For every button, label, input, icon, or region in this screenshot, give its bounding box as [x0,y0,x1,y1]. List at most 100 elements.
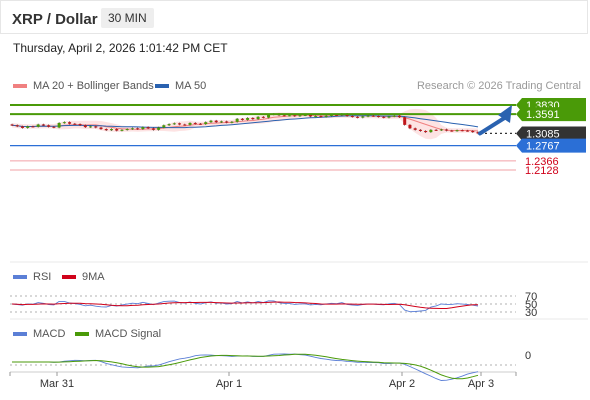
candle-body [99,127,103,130]
candle-body [83,125,87,128]
candle-body [62,122,66,124]
legend-rsi: RSI [13,271,51,283]
candle-body [387,116,391,118]
candle-body [377,116,381,118]
candle-body [267,114,271,118]
ma20-swatch [13,84,27,88]
candle-body [230,121,234,123]
macd-zero-label: 0 [525,350,531,362]
candle-body [57,122,61,128]
candle-body [193,122,197,124]
legend-rsi-label: RSI [33,271,52,283]
legend-ma9-label: 9MA [82,271,105,283]
x-tick-label: Mar 31 [40,378,74,390]
rsi-swatch [13,275,27,279]
candle-body [125,129,129,131]
candle-body [466,130,470,132]
candle-body [392,115,396,117]
candle-body [10,124,14,126]
candle-body [31,126,35,128]
legend-macd-label: MACD [33,328,66,340]
candle-body [240,118,244,120]
candle-body [324,115,328,117]
candle-body [335,114,339,116]
candle-body [120,129,124,131]
candle-body [408,124,412,129]
candle-body [282,115,286,117]
chart-header: XRP / Dollar 30 MIN [0,0,588,34]
candle-body [361,116,365,118]
candle-body [20,126,24,128]
timestamp: Thursday, April 2, 2026 1:01:42 PM CET [13,41,228,55]
legend-ma50-label: MA 50 [175,80,207,92]
candle-body [439,129,443,131]
candle-body [476,132,480,134]
candle-body [151,128,155,130]
legend-macd-signal: MACD Signal [75,328,161,340]
candle-body [68,122,72,124]
candle-body [41,124,45,126]
rsi-level-label: 30 [525,307,537,319]
candle-body [178,123,182,125]
candle-body [47,125,51,127]
price-level-label: 1.2128 [525,165,559,177]
candle-body [198,123,202,125]
candle-body [298,115,302,117]
candle-body [183,124,187,126]
candle-body [366,115,370,117]
candle-body [130,128,134,130]
candle-body [235,118,239,122]
x-tick-label: Apr 2 [389,378,415,390]
rsi-ma9-line [11,301,479,309]
legend-macd: MACD [13,328,65,340]
candle-body [424,130,428,133]
candle-body [188,122,192,125]
candle-body [455,130,459,132]
candle-body [445,129,449,131]
legend-ma20: MA 20 + Bollinger Bands [13,80,154,92]
rsi-level-label: 50 [525,299,537,311]
timeframe-badge[interactable]: 30 MIN [101,8,154,28]
candle-body [319,116,323,118]
candle-body [308,114,312,117]
price-level-label: 1.2366 [525,156,559,168]
legend-ma20-label: MA 20 + Bollinger Bands [33,80,154,92]
candle-body [413,128,417,130]
price-tag [516,107,586,122]
candle-body [293,115,297,117]
forecast-arrow-head [498,105,512,123]
candle-body [397,115,401,118]
candle-body [418,129,422,131]
candle-body [104,129,108,131]
candle-body [382,116,386,118]
candle-body [219,121,223,123]
macd-signal-line [12,353,479,380]
credit-text: Research © 2026 Trading Central [416,80,581,92]
candle-body [214,120,218,123]
candle-body [115,129,119,131]
candle-body [356,116,360,118]
candle-body [136,128,140,130]
rsi-level-label: 70 [525,291,537,303]
candle-body [314,116,318,118]
candle-body [450,130,454,132]
candle-body [162,125,166,128]
candle-body [52,126,56,128]
x-tick-label: Apr 3 [468,378,494,390]
candle-body [303,114,307,116]
price-level-label: 1.3085 [526,128,560,140]
legend-ma9: 9MA [62,271,105,283]
candle-body [89,126,93,128]
ma50-swatch [155,84,169,88]
candle-body [94,126,98,128]
forecast-arrow-shaft [478,115,508,136]
candle-body [73,123,77,125]
candle-body [172,123,176,125]
candle-body [350,116,354,118]
ma9-swatch [62,275,76,279]
candle-body [225,121,229,123]
candle-body [329,114,333,116]
candle-body [460,130,464,132]
candle-body [141,127,145,130]
